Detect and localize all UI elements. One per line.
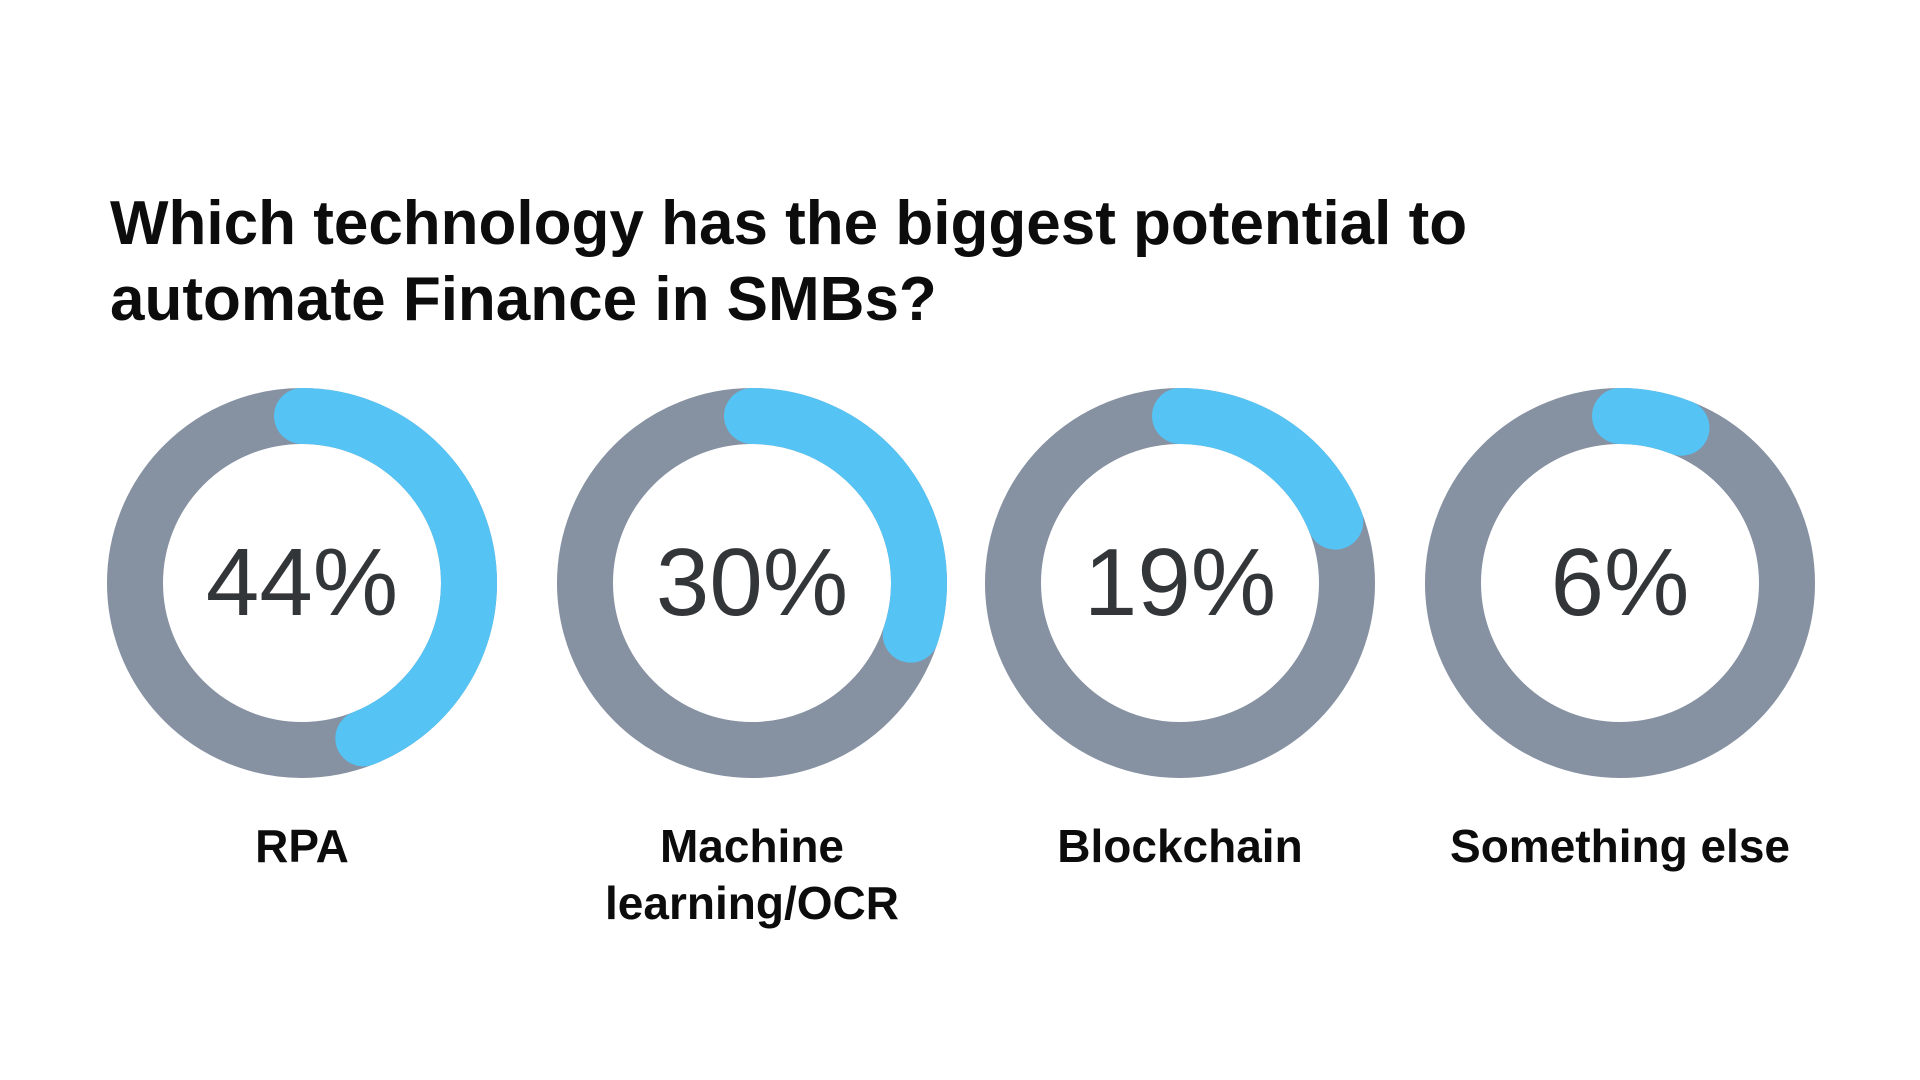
donut-chart-rpa (107, 388, 497, 778)
donut-arc-value (107, 388, 497, 778)
donut-value-label: 30% (655, 529, 849, 636)
donut-something-else: 6% Something else (1425, 388, 1815, 948)
donut-machine-learning-ocr: 30% Machine learning/OCR (557, 388, 947, 948)
donut-chart-blockchain (985, 388, 1375, 778)
donut-arc-value (557, 388, 947, 778)
donut-arc-value (985, 388, 1375, 778)
donut-category-label: Something else (1450, 820, 1790, 872)
donut-category-label: RPA (255, 820, 349, 872)
donut-rpa: 44% RPA (107, 388, 497, 948)
donut-arc-value (1425, 388, 1815, 778)
chart-title: Which technology has the biggest potenti… (110, 188, 1468, 334)
donut-value-label: 19% (1083, 529, 1277, 636)
donut-chart-machine-learning-ocr (557, 388, 947, 778)
donut-value-label: 44% (205, 529, 399, 636)
donut-category-label: Machine learning/OCR (605, 820, 899, 929)
donut-blockchain: 19% Blockchain (985, 388, 1375, 948)
donut-category-label: Blockchain (1057, 820, 1303, 872)
donut-value-label: 6% (1550, 529, 1690, 636)
donut-chart-something-else (1425, 388, 1815, 778)
